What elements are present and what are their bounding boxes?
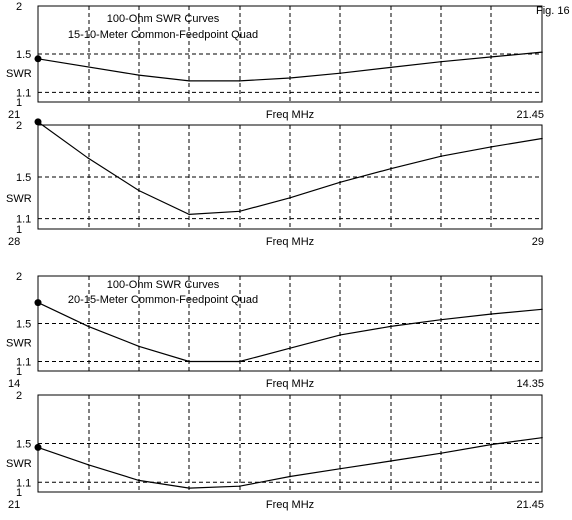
x-axis-label: Freq MHz xyxy=(266,499,314,511)
data-point xyxy=(188,487,190,489)
chart-title-line-1: 100-Ohm SWR Curves xyxy=(107,279,220,291)
data-point xyxy=(289,347,291,350)
data-point xyxy=(440,452,443,455)
chart-title-line-2: 15-10-Meter Common-Feedpoint Quad xyxy=(68,29,258,41)
data-point xyxy=(238,360,241,363)
data-point xyxy=(188,360,190,363)
y-tick-label: 1.5 xyxy=(16,172,31,184)
x-tick-label-end: 21.45 xyxy=(516,109,544,121)
swr-curve-line xyxy=(37,51,543,82)
start-marker xyxy=(34,55,42,63)
data-point xyxy=(188,80,190,82)
chart-title-line-1: 100-Ohm SWR Curves xyxy=(107,13,220,25)
swr-chart-2: 11.1 1.5 2 SWR 28 29 Freq MHz xyxy=(6,118,544,248)
data-point xyxy=(289,475,291,478)
data-point xyxy=(541,308,543,311)
x-tick-label-start: 14 xyxy=(8,378,20,390)
data-point xyxy=(339,334,342,336)
y-tick-label: 2 xyxy=(16,1,22,13)
data-point xyxy=(390,325,392,328)
x-tick-label-start: 28 xyxy=(8,236,20,248)
y-tick-label: 1.5 xyxy=(16,439,31,451)
start-marker xyxy=(34,299,42,307)
y-tick-label: 1.5 xyxy=(16,49,31,61)
data-point xyxy=(138,345,140,348)
data-point xyxy=(390,460,392,462)
y-tick-label: 1.1 xyxy=(16,87,31,99)
data-point xyxy=(390,66,392,69)
data-point xyxy=(440,155,443,157)
data-point xyxy=(138,189,140,192)
data-point xyxy=(238,80,241,82)
x-tick-label-end: 21.45 xyxy=(516,499,544,511)
data-point xyxy=(339,72,342,74)
data-point xyxy=(87,325,90,328)
y-axis-label: SWR xyxy=(6,68,32,80)
data-point xyxy=(188,213,190,216)
data-point xyxy=(138,479,140,482)
x-tick-label-start: 21 xyxy=(8,109,20,121)
data-point xyxy=(541,436,543,439)
y-tick-label: 2 xyxy=(16,271,22,283)
y-tick-label: 1 xyxy=(16,487,22,499)
figure-label: Fig. 16 xyxy=(536,5,570,17)
swr-chart-1: 11.1 1.5 2 SWR 21 21.45 Freq MHz 100-Ohm SWR Cu… xyxy=(6,1,544,121)
x-axis-label: Freq MHz xyxy=(266,236,314,248)
data-point xyxy=(87,157,90,160)
data-point xyxy=(440,60,443,63)
data-point xyxy=(390,167,392,170)
x-tick-label-end: 29 xyxy=(532,236,544,248)
data-point xyxy=(289,77,291,79)
data-point xyxy=(339,467,342,470)
data-point xyxy=(238,210,241,213)
y-tick-label: 1 xyxy=(16,97,22,109)
data-point xyxy=(490,313,493,315)
x-axis-label: Freq MHz xyxy=(266,109,314,121)
y-tick-label: 1.1 xyxy=(16,477,31,489)
y-axis-label: SWR xyxy=(6,193,32,205)
data-point xyxy=(440,318,443,321)
y-tick-label: 1.5 xyxy=(16,319,31,331)
start-marker xyxy=(34,443,42,451)
data-point xyxy=(490,443,493,446)
x-tick-label-end: 14.35 xyxy=(516,378,544,390)
y-axis-label: SWR xyxy=(6,338,32,350)
x-axis-label: Freq MHz xyxy=(266,378,314,390)
y-tick-label: 1 xyxy=(16,224,22,236)
data-point xyxy=(541,51,543,53)
chart-title-line-2: 20-15-Meter Common-Feedpoint Quad xyxy=(68,294,258,306)
y-tick-label: 1.1 xyxy=(16,214,31,226)
data-point xyxy=(490,146,493,148)
data-point xyxy=(238,485,241,487)
y-tick-label: 2 xyxy=(16,390,22,402)
data-point xyxy=(138,74,140,76)
swr-chart-3: 11.1 1.5 2 SWR 14 14.35 Freq MHz 100-Ohm SWR Cu… xyxy=(6,271,544,390)
y-axis-label: SWR xyxy=(6,458,32,470)
y-tick-label: 1 xyxy=(16,366,22,378)
start-marker xyxy=(34,118,42,126)
y-tick-label: 1.1 xyxy=(16,357,31,369)
data-point xyxy=(289,197,291,199)
data-point xyxy=(541,137,543,140)
swr-chart-4: 11.1 1.5 2 SWR 21 21.45 Freq MHz xyxy=(6,390,544,511)
data-point xyxy=(87,464,90,466)
data-point xyxy=(339,181,342,183)
x-tick-label-start: 21 xyxy=(8,499,20,511)
y-tick-label: 2 xyxy=(16,120,22,132)
data-point xyxy=(490,56,493,58)
